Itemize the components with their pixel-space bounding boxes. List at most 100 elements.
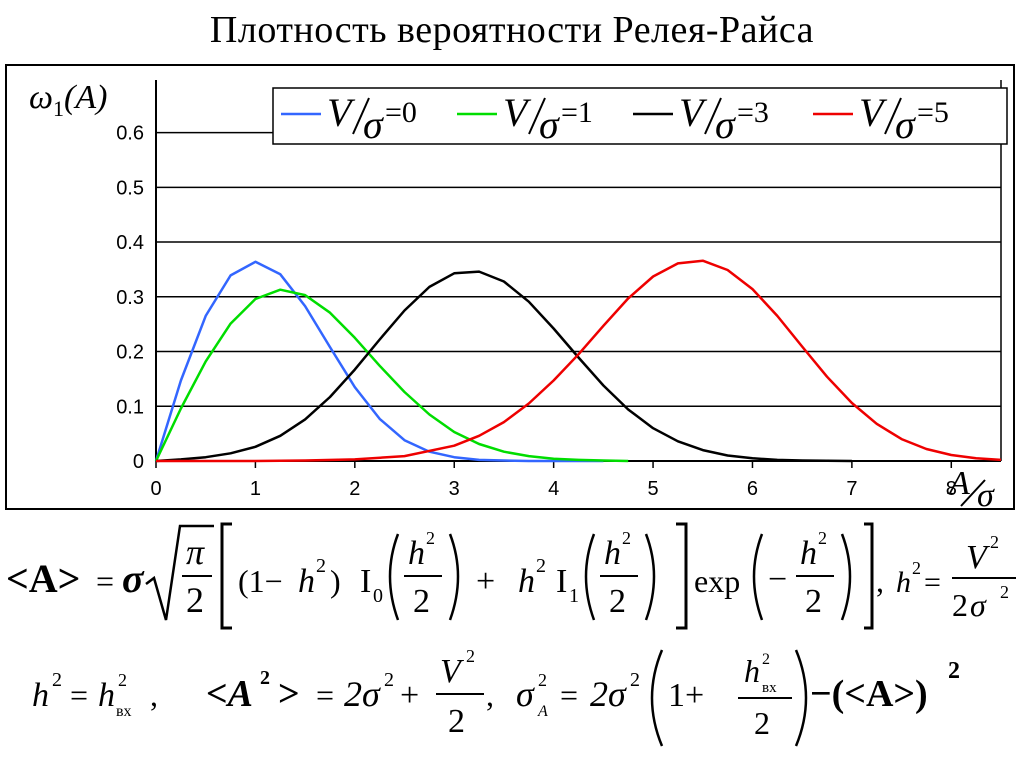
mean-lhs: <A> <box>6 556 80 601</box>
l2-frac-two: 2 <box>754 705 770 741</box>
exp-word: exp <box>694 563 740 599</box>
x-tick-label: 4 <box>548 478 559 500</box>
l2-A2-close: > <box>278 673 300 715</box>
mean-comma: , <box>876 563 884 599</box>
l2-comma-2: , <box>486 677 494 713</box>
def-V-sq: 2 <box>990 532 999 552</box>
series-lines <box>154 259 1002 463</box>
bessel-I1-sub: 1 <box>569 585 579 607</box>
series-line-3 <box>156 259 1002 463</box>
I0-frac-two: 2 <box>413 583 430 620</box>
legend-label-sigma: σ <box>363 102 384 147</box>
series-line-0 <box>154 260 604 463</box>
bessel-I0: I <box>360 563 371 600</box>
x-tick-label: 0 <box>150 478 161 500</box>
legend-label-value: =3 <box>737 96 769 129</box>
x-axis-label-den: σ <box>977 477 995 508</box>
paren-I1-left <box>584 533 596 621</box>
x-tick-label: 5 <box>647 478 658 500</box>
def-sigma: σ <box>970 587 987 623</box>
legend-label-value: =5 <box>917 96 949 129</box>
l2-sigmaA: σ <box>516 674 535 714</box>
l2-frac-h-sub: вх <box>762 680 777 696</box>
exp-frac-h: h <box>800 535 817 572</box>
y-tick-label: 0.6 <box>116 123 144 145</box>
series-line-1 <box>154 288 629 463</box>
y-tick-label: 0.5 <box>116 177 144 199</box>
y-tick-label: 0 <box>133 451 144 473</box>
l2-paren-right <box>794 649 808 747</box>
y-tick-label: 0.2 <box>116 342 144 364</box>
l2-sigmaA-sq: 2 <box>538 670 547 690</box>
x-tick-label: 2 <box>349 478 360 500</box>
def-h: h <box>896 566 911 599</box>
l2-two-sigma-sq: 2 <box>384 669 394 691</box>
l2-V-two: 2 <box>448 703 465 740</box>
l2-V: V <box>440 653 465 690</box>
sqrt-two: 2 <box>186 580 204 620</box>
def-V: V <box>966 539 991 576</box>
legend-label-V: V <box>679 90 708 135</box>
l2-two-sigma-b: 2σ <box>590 674 627 714</box>
y-axis-label-main: ω <box>29 79 53 116</box>
x-tick-label: 1 <box>250 478 261 500</box>
I1-frac-h: h <box>604 535 621 572</box>
l2-h-vx-sq: 2 <box>118 670 127 690</box>
x-axis-label-num: A <box>947 465 970 502</box>
l2-A2-sq: 2 <box>260 667 270 689</box>
l2-paren-left <box>650 649 664 747</box>
legend-label-V: V <box>503 90 532 135</box>
h-sq-1: 2 <box>316 555 326 577</box>
second-moment-formula: h 2 = h 2 вх , <A 2 > = 2σ 2 + V 2 2 , σ… <box>32 646 960 747</box>
paren-I0-right <box>448 533 460 621</box>
I0-frac-h: h <box>408 535 425 572</box>
l2-h-vx-sub: вх <box>116 703 132 720</box>
l2-plus: + <box>400 677 419 714</box>
x-tick-label: 3 <box>449 478 460 500</box>
mean-plus: + <box>476 563 495 600</box>
def-h-sq: 2 <box>912 558 921 578</box>
I1-frac-h-sq: 2 <box>622 528 631 548</box>
y-axis-label: ω1(A) <box>29 79 107 121</box>
legend-label-V: V <box>327 90 356 135</box>
legend-slash <box>884 97 902 135</box>
legend-label-value: =0 <box>385 96 417 129</box>
legend-slash <box>528 97 546 135</box>
l2-h-sq: 2 <box>52 669 62 691</box>
paren-I0-left <box>388 533 400 621</box>
sqrt-sign <box>145 524 214 621</box>
x-tick-label: 7 <box>846 478 857 500</box>
mean-amplitude-formula: <A> = σ π 2 (1− h 2 ) I 0 h 2 2 + h 2 I … <box>6 522 1016 630</box>
legend-label-sigma: σ <box>895 102 916 147</box>
chart-plot: 00.10.20.30.40.50.60 1 2 3 4 5 6 7 8 ω1(A) A σ V… <box>29 79 1008 508</box>
sqrt-pi: π <box>186 532 205 572</box>
l2-eq-2: = <box>316 677 334 713</box>
one-minus: (1− <box>238 563 283 599</box>
right-bracket <box>676 522 688 630</box>
legend-label-sigma: σ <box>715 102 736 147</box>
exp-frac-two: 2 <box>805 583 822 620</box>
y-tick-label: 0.1 <box>116 396 144 418</box>
x-axis-label: A σ <box>947 465 995 508</box>
def-eq: = <box>924 566 941 599</box>
series-line-2 <box>155 270 852 463</box>
legend-slash <box>352 97 370 135</box>
paren-I1-right <box>644 533 656 621</box>
bessel-I0-sub: 0 <box>373 585 383 607</box>
h-sym-1: h <box>298 563 315 600</box>
l2-h-vx: h <box>98 677 115 714</box>
def-sigma-sq: 2 <box>1000 582 1009 602</box>
close-paren-1: ) <box>330 563 341 599</box>
exp-frac-h-sq: 2 <box>818 528 827 548</box>
legend-slash <box>704 97 722 135</box>
paren-exp-left <box>752 533 764 621</box>
bessel-I1: I <box>556 563 567 600</box>
paren-exp-right <box>840 533 852 621</box>
formulas: <A> = σ π 2 (1− h 2 ) I 0 h 2 2 + h 2 I … <box>0 512 1024 767</box>
y-axis-label-sub: 1 <box>53 96 64 121</box>
I1-frac-two: 2 <box>609 583 626 620</box>
l2-comma-1: , <box>150 677 158 713</box>
legend-box <box>272 87 1008 145</box>
y-tick-label: 0.4 <box>116 232 144 254</box>
